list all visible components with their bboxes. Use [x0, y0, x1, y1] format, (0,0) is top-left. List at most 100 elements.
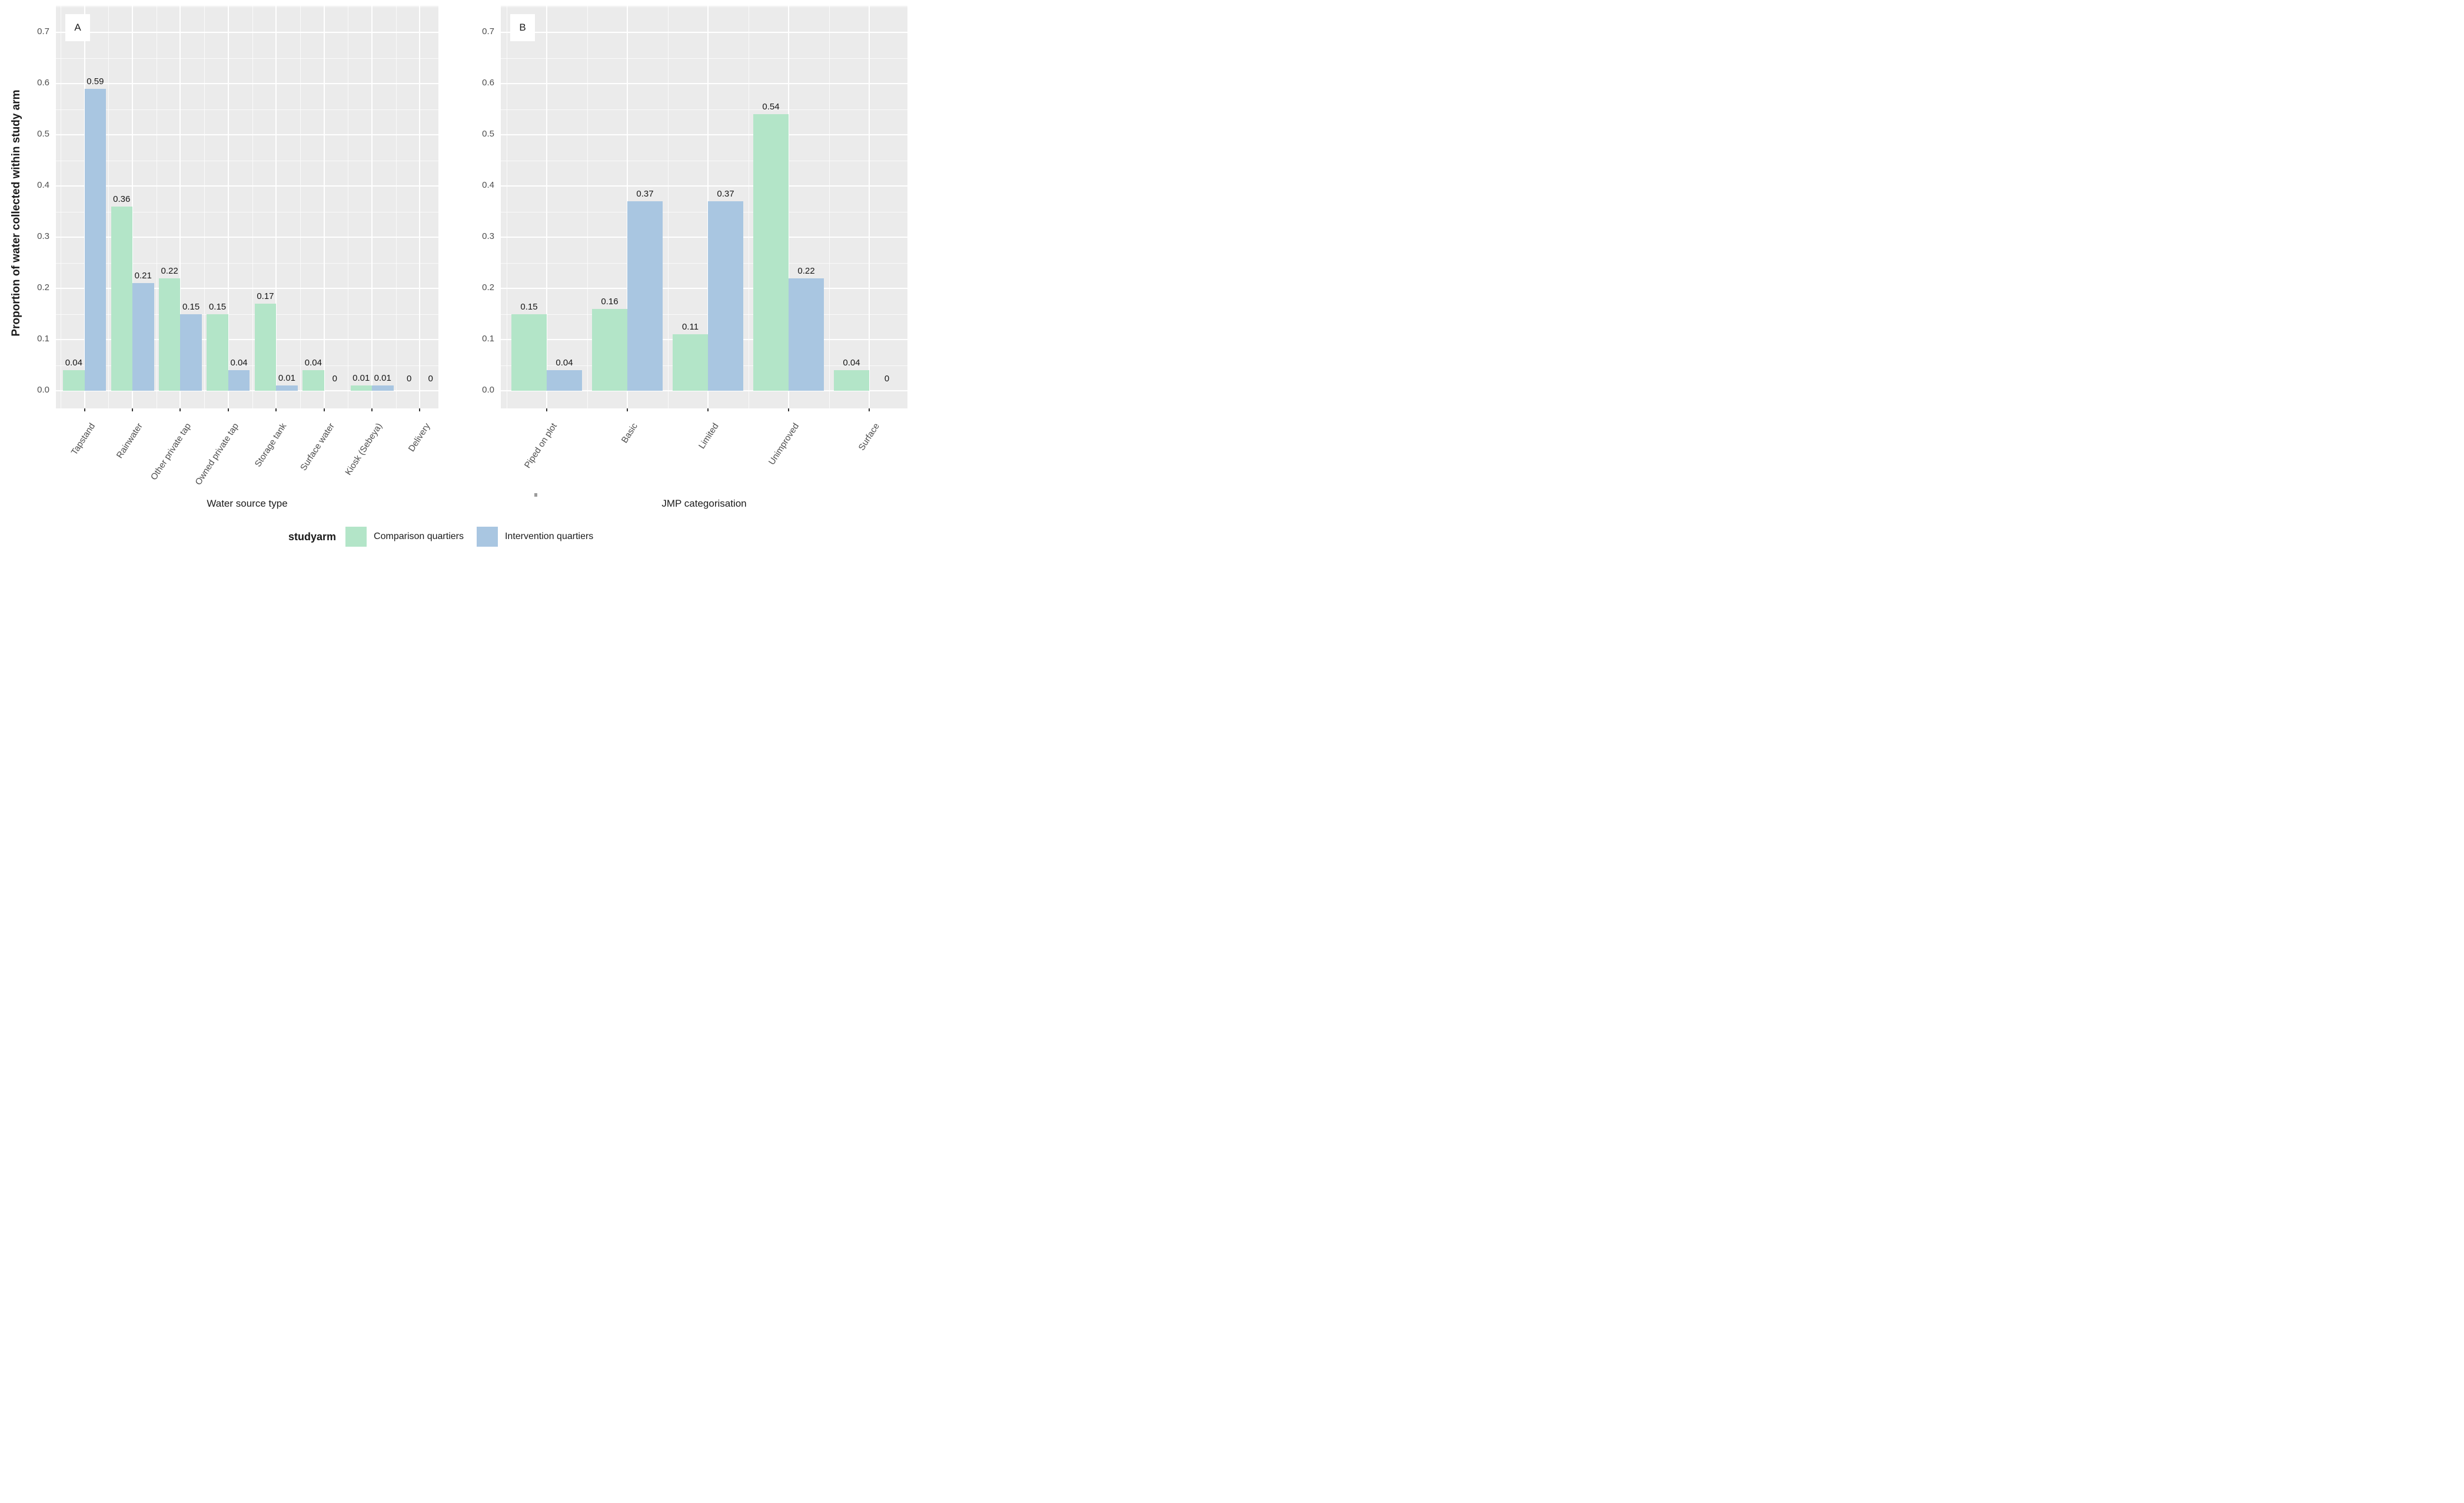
stray-dot: [534, 493, 537, 497]
gridline-major: [56, 83, 438, 84]
bar-comparison: [302, 370, 324, 391]
gridline-vertical-minor: [252, 6, 253, 408]
y-tick-label: 0.6: [482, 78, 494, 88]
y-tick-label: 0.4: [37, 180, 49, 190]
y-tick-label: 0.7: [37, 26, 49, 36]
x-category-label-text: Storage tank: [252, 421, 289, 469]
gridline-minor: [56, 314, 438, 315]
bar-value-label: 0.01: [278, 373, 296, 384]
gridline-minor: [501, 6, 907, 8]
bar-value-label: 0.37: [636, 189, 654, 199]
gridline-vertical-minor: [204, 6, 205, 408]
bar-value-label: 0.15: [182, 301, 200, 312]
bar-value-label: 0.36: [113, 194, 131, 204]
bar-value-label: 0.11: [681, 322, 699, 332]
legend-swatch-comparison: [345, 527, 367, 547]
x-category-label-text: Piped on plot: [523, 421, 560, 470]
gridline-minor: [501, 58, 907, 59]
gridline-major: [501, 83, 907, 84]
bar-intervention: [228, 370, 250, 391]
y-tick-label: 0.4: [482, 180, 494, 190]
x-axis-tick: [84, 408, 85, 411]
gridline-vertical-minor: [300, 6, 301, 408]
gridline-vertical: [275, 6, 277, 408]
bar-value-label: 0.21: [134, 271, 152, 281]
x-axis-tick: [275, 408, 277, 411]
x-category-label-text: Limited: [696, 421, 721, 451]
bar-comparison: [254, 304, 277, 391]
y-tick-label: 0.1: [37, 334, 49, 344]
gridline-vertical: [546, 6, 547, 408]
panel-a-tag-label: A: [74, 22, 81, 33]
y-tick-label: 0.5: [37, 129, 49, 139]
gridline-vertical: [132, 6, 133, 408]
bar-value-label: 0: [884, 374, 890, 384]
gridline-minor: [56, 109, 438, 110]
bar-intervention: [180, 314, 202, 391]
y-tick-label: 0.0: [37, 385, 49, 395]
gridline-minor: [56, 58, 438, 59]
panel-b-tag: B: [510, 14, 535, 41]
bar-value-label: 0.04: [230, 358, 248, 368]
bar-intervention: [708, 201, 743, 391]
gridline-major: [501, 288, 907, 289]
x-axis-tick: [323, 408, 325, 411]
gridline-major: [56, 339, 438, 340]
bar-intervention: [547, 370, 582, 391]
x-axis-tick: [132, 408, 133, 411]
gridline-vertical-minor: [587, 6, 588, 408]
bar-value-label: 0.15: [520, 301, 538, 312]
legend: studyarm Comparison quartiers Interventi…: [288, 524, 606, 549]
x-axis-tick: [227, 408, 229, 411]
x-category-label-text: Other private tap: [148, 421, 193, 482]
gridline-major: [56, 32, 438, 33]
y-tick-label: 0.1: [482, 334, 494, 344]
gridline-vertical: [227, 6, 229, 408]
gridline-major: [56, 390, 438, 391]
x-category-label-text: Surface: [856, 421, 882, 453]
y-tick-label: 0.5: [482, 129, 494, 139]
bar-value-label: 0.01: [353, 373, 370, 384]
gridline-major: [501, 185, 907, 187]
x-category-label-text: Delivery: [406, 421, 433, 454]
y-tick-label: 0.3: [482, 231, 494, 241]
bar-value-label: 0.04: [556, 358, 573, 368]
bar-value-label: 0: [428, 374, 433, 384]
x-axis-tick: [179, 408, 181, 411]
gridline-minor: [501, 109, 907, 110]
bar-comparison: [111, 206, 132, 391]
x-category-label-text: Unimproved: [766, 421, 802, 467]
x-category-label-text: Owned private tap: [193, 421, 241, 487]
gridline-vertical-minor: [829, 6, 830, 408]
bar-value-label: 0.17: [257, 291, 274, 302]
y-tick-label: 0.2: [37, 282, 49, 292]
gridline-vertical: [869, 6, 870, 408]
bar-intervention: [276, 385, 298, 391]
bar-comparison: [158, 278, 181, 391]
gridline-minor: [56, 262, 438, 264]
x-axis-tick: [546, 408, 547, 411]
gridline-minor: [56, 365, 438, 366]
x-axis-title-jmp: JMP categorisation: [661, 498, 747, 509]
bar-intervention: [789, 278, 824, 391]
x-category-label-text: Tapstand: [69, 421, 97, 457]
bar-value-label: 0.22: [797, 265, 815, 276]
gridline-vertical: [788, 6, 789, 408]
bar-value-label: 0.04: [65, 358, 82, 368]
bar-value-label: 0.15: [208, 301, 227, 312]
bar-intervention: [132, 283, 154, 391]
legend-title: studyarm: [288, 530, 337, 543]
gridline-vertical: [419, 6, 421, 408]
bar-value-label: 0.37: [717, 189, 734, 199]
bar-value-label: 0.04: [843, 358, 860, 368]
bar-value-label: 0.59: [87, 76, 104, 87]
bar-comparison: [63, 370, 85, 391]
bar-intervention: [84, 88, 107, 391]
x-axis-title-water-source: Water source type: [207, 498, 288, 509]
y-tick-label: 0.0: [482, 385, 494, 395]
x-axis-tick: [788, 408, 789, 411]
legend-label-comparison: Comparison quartiers: [374, 531, 464, 541]
x-axis-tick: [627, 408, 628, 411]
bar-comparison: [673, 334, 708, 391]
gridline-major: [501, 390, 907, 391]
